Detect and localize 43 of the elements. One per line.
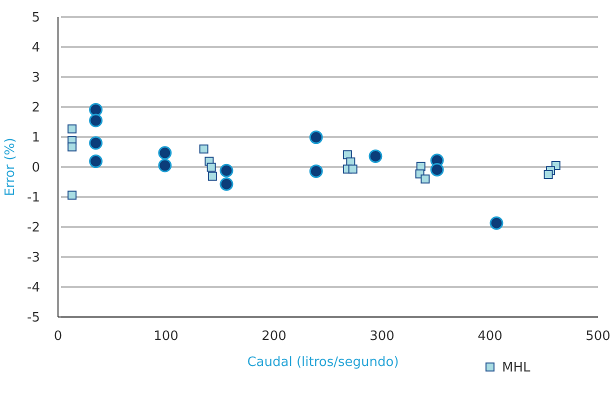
point [68,124,77,134]
point [89,114,103,128]
y-tick-label: -5 [27,310,40,326]
point [309,164,323,178]
y-axis-title: Error (%) [3,138,18,196]
x-tick-label: 0 [54,329,62,344]
x-axis-title: Caudal (litros/segundo) [247,355,399,370]
x-tick-label: 400 [478,329,502,344]
point [490,216,504,230]
point [68,142,77,152]
x-tick-label: 300 [370,329,394,344]
point [158,158,172,172]
point [220,164,234,178]
point [199,144,208,154]
x-tick-label: 500 [586,329,610,344]
point [158,146,172,160]
point [220,177,234,191]
point [348,164,358,174]
point [368,149,382,163]
point [89,136,103,150]
point [342,150,352,160]
point [420,174,430,184]
legend-label: MHL [502,360,531,376]
point [309,130,323,144]
point [89,154,103,168]
y-tick-label: 0 [32,160,40,176]
y-tick-label: 5 [32,10,40,26]
point [89,102,103,116]
y-tick-label: 2 [32,100,40,116]
x-tick-label: 100 [154,329,178,344]
point [206,162,216,172]
point [430,162,444,176]
y-tick-label: -4 [27,280,40,296]
y-tick-label: -1 [27,190,40,206]
point [544,170,553,179]
y-tick-label: 1 [32,130,40,146]
point [68,190,77,200]
y-tick-label: -2 [27,220,40,236]
y-tick-label: -3 [27,250,40,266]
point [208,172,217,181]
y-tick-label: 4 [32,40,40,56]
y-tick-label: 3 [32,70,40,86]
x-tick-label: 200 [262,329,286,344]
